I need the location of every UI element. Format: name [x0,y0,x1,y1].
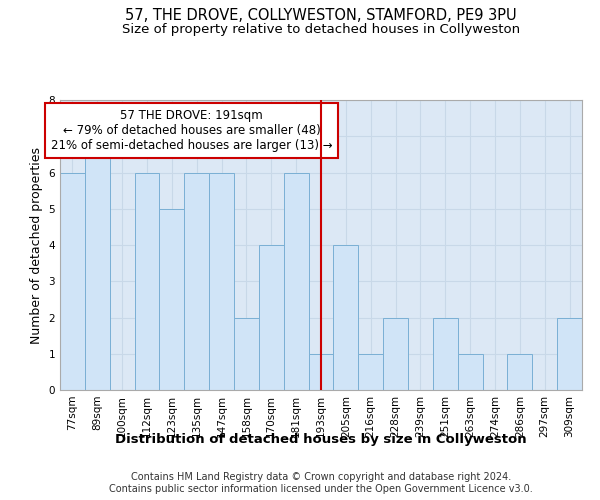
Bar [458,354,482,390]
Bar [433,318,458,390]
Bar [134,172,160,390]
Text: Size of property relative to detached houses in Collyweston: Size of property relative to detached ho… [122,22,520,36]
Text: 57 THE DROVE: 191sqm
← 79% of detached houses are smaller (48)
21% of semi-detac: 57 THE DROVE: 191sqm ← 79% of detached h… [51,109,332,152]
Text: Distribution of detached houses by size in Collyweston: Distribution of detached houses by size … [115,432,527,446]
Bar [308,354,334,390]
Text: Contains HM Land Registry data © Crown copyright and database right 2024.: Contains HM Land Registry data © Crown c… [131,472,511,482]
Text: Contains public sector information licensed under the Open Government Licence v3: Contains public sector information licen… [109,484,533,494]
Text: 57, THE DROVE, COLLYWESTON, STAMFORD, PE9 3PU: 57, THE DROVE, COLLYWESTON, STAMFORD, PE… [125,8,517,22]
Bar [234,318,259,390]
Bar [60,172,85,390]
Bar [209,172,234,390]
Bar [184,172,209,390]
Bar [284,172,308,390]
Bar [557,318,582,390]
Bar [334,245,358,390]
Bar [508,354,532,390]
Bar [259,245,284,390]
Y-axis label: Number of detached properties: Number of detached properties [30,146,43,344]
Bar [383,318,408,390]
Bar [85,136,110,390]
Bar [160,209,184,390]
Bar [358,354,383,390]
